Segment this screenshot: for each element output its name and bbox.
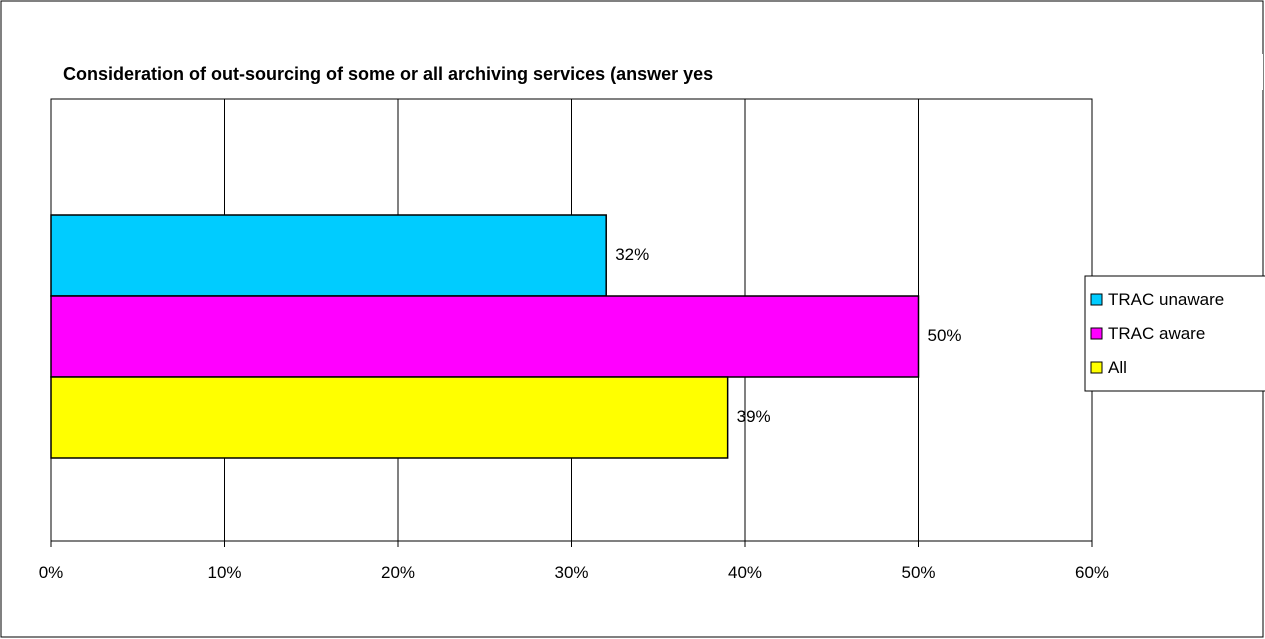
x-tick-label: 20% — [381, 563, 415, 582]
chart-title: Consideration of out-sourcing of some or… — [63, 64, 713, 84]
legend: TRAC unaware TRAC aware All — [1084, 275, 1265, 392]
x-tick-label: 0% — [39, 563, 64, 582]
legend-label: TRAC unaware — [1108, 290, 1224, 309]
bar — [50, 214, 607, 297]
bar-value-label: 32% — [615, 245, 649, 264]
x-tick-label: 30% — [554, 563, 588, 582]
bar — [50, 295, 920, 378]
x-tick-label: 40% — [728, 563, 762, 582]
x-tick-label: 50% — [901, 563, 935, 582]
plot-area: 0% 10% 20% 30% 40% 50% 60% 32% 50% 39% — [39, 98, 1109, 582]
bar-value-label: 50% — [928, 326, 962, 345]
legend-box — [1084, 275, 1265, 392]
title-clip-mask — [1035, 54, 1263, 90]
x-tick-label: 60% — [1075, 563, 1109, 582]
legend-swatch — [1090, 327, 1103, 340]
bar-value-label: 39% — [737, 407, 771, 426]
bar — [50, 376, 729, 459]
legend-label: All — [1108, 358, 1127, 377]
legend-label: TRAC aware — [1108, 324, 1205, 343]
legend-swatch — [1090, 361, 1103, 374]
x-tick-label: 10% — [207, 563, 241, 582]
legend-swatch — [1090, 293, 1103, 306]
